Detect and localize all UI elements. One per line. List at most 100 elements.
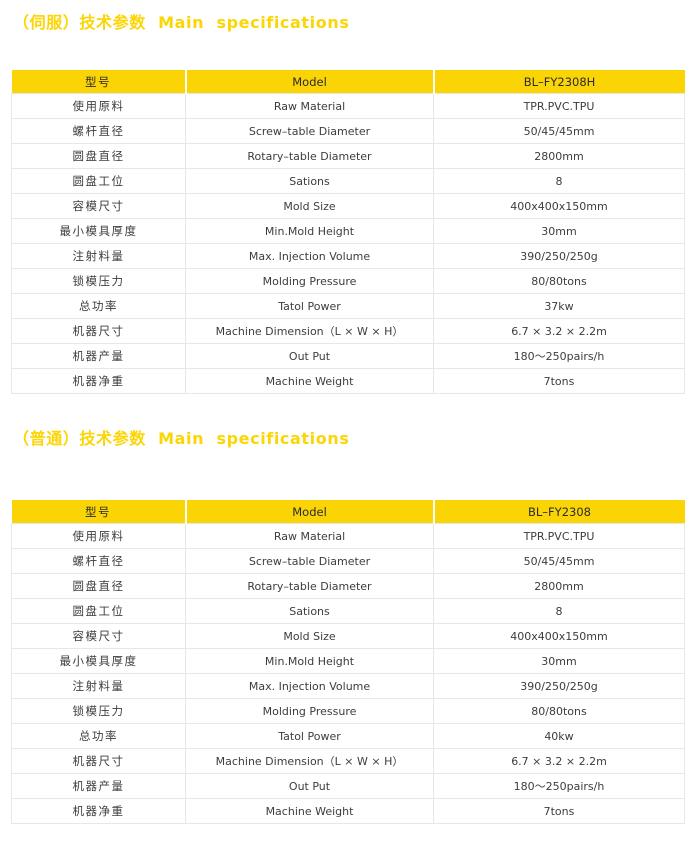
row-label-en: Screw–table Diameter: [185, 548, 434, 574]
row-value: 8: [433, 598, 685, 624]
row-value: 40kw: [433, 723, 685, 749]
table-row: 锁模压力 Molding Pressure 80/80tons: [11, 268, 685, 294]
table-row: 圆盘直径 Rotary–table Diameter 2800mm: [11, 573, 685, 599]
table-row: 机器净重 Machine Weight 7tons: [11, 368, 685, 394]
row-label-zh: 圆盘直径: [11, 143, 186, 169]
row-value: 80/80tons: [433, 268, 685, 294]
section-title-servo: （伺服）技术参数 Main specifications: [13, 13, 350, 32]
section-title-normal: （普通）技术参数 Main specifications: [13, 429, 350, 448]
row-label-zh: 容模尺寸: [11, 623, 186, 649]
row-value: 390/250/250g: [433, 673, 685, 699]
row-label-en: Machine Weight: [185, 798, 434, 824]
header-row: 型号 Model BL–FY2308: [11, 500, 685, 524]
table-row: 最小模具厚度 Min.Mold Height 30mm: [11, 648, 685, 674]
row-value: 180～250pairs/h: [433, 343, 685, 369]
row-label-zh: 注射料量: [11, 673, 186, 699]
row-value: 6.7 × 3.2 × 2.2m: [433, 318, 685, 344]
table-row: 机器尺寸 Machine Dimension（L × W × H） 6.7 × 3.…: [11, 318, 685, 344]
row-label-zh: 使用原料: [11, 93, 186, 119]
row-label-zh: 圆盘直径: [11, 573, 186, 599]
table-row: 总功率 Tatol Power 40kw: [11, 723, 685, 749]
header-model-en: Model: [184, 70, 434, 94]
row-label-en: Tatol Power: [185, 293, 434, 319]
table-row: 注射料量 Max. Injection Volume 390/250/250g: [11, 243, 685, 269]
row-label-zh: 容模尺寸: [11, 193, 186, 219]
row-label-en: Rotary–table Diameter: [185, 573, 434, 599]
header-model-number: BL–FY2308H: [432, 70, 685, 94]
table-row: 使用原料 Raw Material TPR.PVC.TPU: [11, 93, 685, 119]
header-model-zh: 型号: [11, 500, 186, 524]
row-label-en: Min.Mold Height: [185, 218, 434, 244]
row-value: 7tons: [433, 798, 685, 824]
row-value: 2800mm: [433, 143, 685, 169]
header-row: 型号 Model BL–FY2308H: [11, 70, 685, 94]
row-label-en: Sations: [185, 598, 434, 624]
row-label-zh: 锁模压力: [11, 698, 186, 724]
row-label-en: Mold Size: [185, 193, 434, 219]
table-row: 使用原料 Raw Material TPR.PVC.TPU: [11, 523, 685, 549]
row-value: 400x400x150mm: [433, 623, 685, 649]
row-label-zh: 最小模具厚度: [11, 648, 186, 674]
row-value: 8: [433, 168, 685, 194]
row-label-zh: 机器净重: [11, 368, 186, 394]
row-value: 37kw: [433, 293, 685, 319]
normal-spec-table: 型号 Model BL–FY2308 使用原料 Raw Material TPR.P…: [11, 500, 685, 824]
header-model-number: BL–FY2308: [432, 500, 685, 524]
table-header: 型号 Model BL–FY2308H: [11, 70, 685, 94]
table-row: 锁模压力 Molding Pressure 80/80tons: [11, 698, 685, 724]
row-label-en: Max. Injection Volume: [185, 243, 434, 269]
row-label-zh: 机器尺寸: [11, 748, 186, 774]
row-label-zh: 机器净重: [11, 798, 186, 824]
row-label-en: Sations: [185, 168, 434, 194]
row-value: TPR.PVC.TPU: [433, 523, 685, 549]
table-row: 总功率 Tatol Power 37kw: [11, 293, 685, 319]
row-label-en: Mold Size: [185, 623, 434, 649]
row-label-en: Out Put: [185, 773, 434, 799]
row-label-en: Machine Weight: [185, 368, 434, 394]
row-label-zh: 圆盘工位: [11, 168, 186, 194]
row-value: 7tons: [433, 368, 685, 394]
row-value: 30mm: [433, 218, 685, 244]
header-model-zh: 型号: [11, 70, 186, 94]
row-label-zh: 机器产量: [11, 773, 186, 799]
row-label-zh: 锁模压力: [11, 268, 186, 294]
table-body: 使用原料 Raw Material TPR.PVC.TPU 螺杆直径 Screw–tab…: [11, 93, 685, 394]
row-label-zh: 使用原料: [11, 523, 186, 549]
row-label-zh: 总功率: [11, 723, 186, 749]
row-value: 80/80tons: [433, 698, 685, 724]
servo-spec-table: 型号 Model BL–FY2308H 使用原料 Raw Material TPR.…: [11, 70, 685, 394]
table-header: 型号 Model BL–FY2308: [11, 500, 685, 524]
row-label-en: Machine Dimension（L × W × H）: [185, 748, 434, 774]
row-label-zh: 机器尺寸: [11, 318, 186, 344]
table-row: 机器产量 Out Put 180～250pairs/h: [11, 343, 685, 369]
table-row: 螺杆直径 Screw–table Diameter 50/45/45mm: [11, 548, 685, 574]
table-row: 注射料量 Max. Injection Volume 390/250/250g: [11, 673, 685, 699]
row-value: TPR.PVC.TPU: [433, 93, 685, 119]
row-value: 2800mm: [433, 573, 685, 599]
table-row: 圆盘直径 Rotary–table Diameter 2800mm: [11, 143, 685, 169]
row-label-en: Machine Dimension（L × W × H）: [185, 318, 434, 344]
row-value: 180～250pairs/h: [433, 773, 685, 799]
table-row: 容模尺寸 Mold Size 400x400x150mm: [11, 193, 685, 219]
row-value: 400x400x150mm: [433, 193, 685, 219]
row-label-en: Raw Material: [185, 523, 434, 549]
row-label-zh: 注射料量: [11, 243, 186, 269]
row-label-en: Molding Pressure: [185, 268, 434, 294]
row-label-zh: 机器产量: [11, 343, 186, 369]
row-label-en: Raw Material: [185, 93, 434, 119]
row-label-zh: 圆盘工位: [11, 598, 186, 624]
row-value: 30mm: [433, 648, 685, 674]
table-body: 使用原料 Raw Material TPR.PVC.TPU 螺杆直径 Screw–tab…: [11, 523, 685, 824]
row-label-en: Rotary–table Diameter: [185, 143, 434, 169]
table-row: 机器尺寸 Machine Dimension（L × W × H） 6.7 × 3.…: [11, 748, 685, 774]
row-value: 50/45/45mm: [433, 548, 685, 574]
row-label-en: Screw–table Diameter: [185, 118, 434, 144]
table-row: 机器产量 Out Put 180～250pairs/h: [11, 773, 685, 799]
row-label-en: Molding Pressure: [185, 698, 434, 724]
row-label-en: Out Put: [185, 343, 434, 369]
row-label-en: Max. Injection Volume: [185, 673, 434, 699]
table-row: 容模尺寸 Mold Size 400x400x150mm: [11, 623, 685, 649]
row-value: 6.7 × 3.2 × 2.2m: [433, 748, 685, 774]
row-label-en: Min.Mold Height: [185, 648, 434, 674]
